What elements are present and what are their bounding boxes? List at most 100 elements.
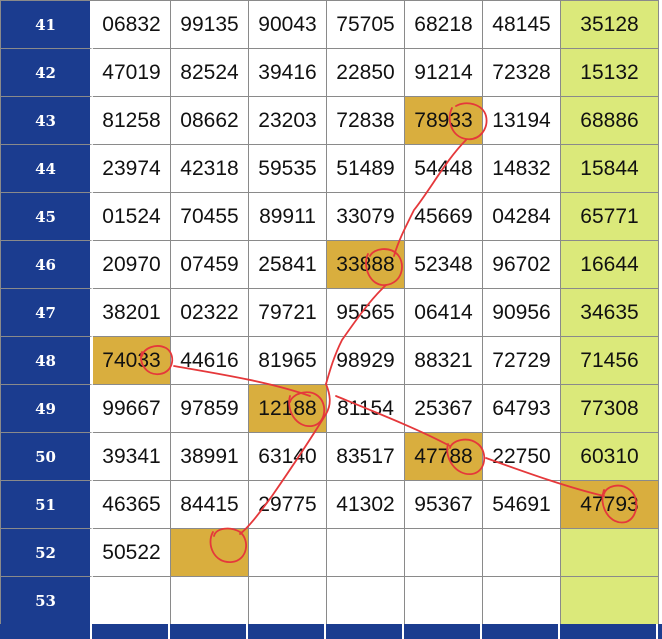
- row-number: 52: [1, 529, 93, 577]
- table-cell: [327, 577, 405, 625]
- table-cell: 34635: [561, 289, 659, 337]
- table-cell: 23974: [93, 145, 171, 193]
- table-cell: 47788: [405, 433, 483, 481]
- table-cell: 59535: [249, 145, 327, 193]
- table-cell: 83517: [327, 433, 405, 481]
- table-cell: 82524: [171, 49, 249, 97]
- table-cell: 71456: [561, 337, 659, 385]
- row-number: 42: [1, 49, 93, 97]
- table-cell: 97859: [171, 385, 249, 433]
- table-cell: 78933: [405, 97, 483, 145]
- table-cell: 38991: [171, 433, 249, 481]
- table-cell: 81258: [93, 97, 171, 145]
- table-cell: 65771: [561, 193, 659, 241]
- table-cell: 99667: [93, 385, 171, 433]
- table-cell: 68218: [405, 1, 483, 49]
- table-cell: 54448: [405, 145, 483, 193]
- table-cell: 77308: [561, 385, 659, 433]
- table-cell: 54691: [483, 481, 561, 529]
- table-cell: 99135: [171, 1, 249, 49]
- table-cell: 20970: [93, 241, 171, 289]
- table-cell: [561, 577, 659, 625]
- table-cell: 81965: [249, 337, 327, 385]
- table-cell: [483, 577, 561, 625]
- table-cell: 33079: [327, 193, 405, 241]
- table-cell: 72729: [483, 337, 561, 385]
- table-cell: 44616: [171, 337, 249, 385]
- table-cell: 84415: [171, 481, 249, 529]
- table-cell: 15132: [561, 49, 659, 97]
- table-cell: 46365: [93, 481, 171, 529]
- table-cell: [249, 529, 327, 577]
- table-cell: 95367: [405, 481, 483, 529]
- table-cell: 91214: [405, 49, 483, 97]
- table-cell: 88321: [405, 337, 483, 385]
- table-cell: [483, 529, 561, 577]
- table-cell: 75705: [327, 1, 405, 49]
- table-cell: 60310: [561, 433, 659, 481]
- table-cell: 96702: [483, 241, 561, 289]
- row-number: 47: [1, 289, 93, 337]
- table-cell: [405, 529, 483, 577]
- table-cell: 41302: [327, 481, 405, 529]
- table-cell: 22750: [483, 433, 561, 481]
- row-number: 51: [1, 481, 93, 529]
- table-cell: [327, 529, 405, 577]
- table-cell: [561, 529, 659, 577]
- table-cell: 48145: [483, 1, 561, 49]
- row-number: 41: [1, 1, 93, 49]
- table-cell: [249, 577, 327, 625]
- table-cell: 06832: [93, 1, 171, 49]
- table-cell: 39416: [249, 49, 327, 97]
- table-cell: 74033: [93, 337, 171, 385]
- table-cell: 90043: [249, 1, 327, 49]
- table-cell: 52348: [405, 241, 483, 289]
- row-number: 50: [1, 433, 93, 481]
- table-cell: 07459: [171, 241, 249, 289]
- table-cell: 89911: [249, 193, 327, 241]
- row-number: 45: [1, 193, 93, 241]
- table-cell: 14832: [483, 145, 561, 193]
- table-cell: 63140: [249, 433, 327, 481]
- table-cell: 12188: [249, 385, 327, 433]
- table-cell: [171, 577, 249, 625]
- table-cell: 47019: [93, 49, 171, 97]
- table-cell: 51489: [327, 145, 405, 193]
- row-number: 49: [1, 385, 93, 433]
- table-cell: 81154: [327, 385, 405, 433]
- table-cell: 25841: [249, 241, 327, 289]
- table-cell: 02322: [171, 289, 249, 337]
- table-cell: 35128: [561, 1, 659, 49]
- table-cell: [171, 529, 249, 577]
- table-cell: 64793: [483, 385, 561, 433]
- table-cell: [405, 577, 483, 625]
- table-cell: 39341: [93, 433, 171, 481]
- table-cell: 79721: [249, 289, 327, 337]
- table-cell: 72838: [327, 97, 405, 145]
- table-cell: [93, 577, 171, 625]
- table-cell: 70455: [171, 193, 249, 241]
- row-number: 43: [1, 97, 93, 145]
- table-cell: 15844: [561, 145, 659, 193]
- row-number: 48: [1, 337, 93, 385]
- row-number: 46: [1, 241, 93, 289]
- table-cell: 47793: [561, 481, 659, 529]
- table-cell: 22850: [327, 49, 405, 97]
- table-cell: 16644: [561, 241, 659, 289]
- table-cell: 01524: [93, 193, 171, 241]
- table-cell: 72328: [483, 49, 561, 97]
- table-cell: 45669: [405, 193, 483, 241]
- table-footer-bar: [0, 624, 662, 639]
- table-cell: 98929: [327, 337, 405, 385]
- table-cell: 38201: [93, 289, 171, 337]
- table-cell: 68886: [561, 97, 659, 145]
- table-cell: 29775: [249, 481, 327, 529]
- table-cell: 23203: [249, 97, 327, 145]
- table-cell: 33888: [327, 241, 405, 289]
- table-cell: 42318: [171, 145, 249, 193]
- table-cell: 13194: [483, 97, 561, 145]
- table-cell: 50522: [93, 529, 171, 577]
- table-cell: 90956: [483, 289, 561, 337]
- number-table: 41 06832 99135 90043 75705 68218 48145 35128 42 4…: [0, 0, 659, 625]
- table-cell: 95565: [327, 289, 405, 337]
